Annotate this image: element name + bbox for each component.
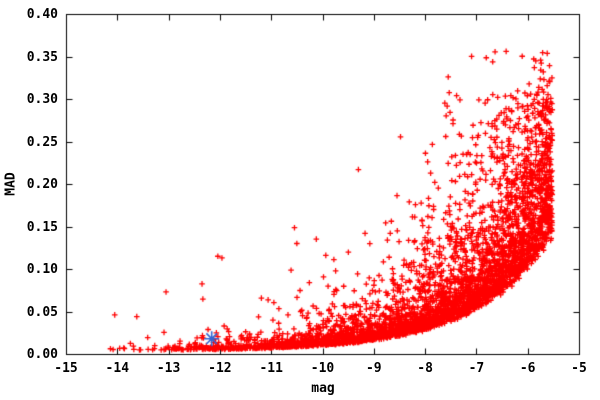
x-tick-label: -9	[365, 361, 382, 376]
x-tick-label: -6	[519, 361, 536, 376]
x-tick-label: -15	[54, 361, 78, 376]
y-tick-label: 0.00	[26, 347, 58, 362]
y-tick-label: 0.20	[26, 177, 58, 192]
x-tick-label: -11	[259, 361, 283, 376]
x-tick-label: -5	[571, 361, 587, 376]
x-tick-label: -7	[468, 361, 485, 376]
y-axis-label: MAD	[3, 172, 19, 196]
y-tick-label: 0.40	[26, 7, 58, 22]
y-tick-label: 0.05	[26, 304, 58, 320]
x-tick-label: -12	[208, 361, 232, 376]
y-tick-label: 0.25	[26, 134, 58, 150]
y-tick-label: 0.30	[26, 92, 58, 107]
x-axis-label: mag	[311, 381, 335, 396]
y-tick-label: 0.35	[26, 49, 58, 65]
y-tick-label: 0.15	[26, 219, 58, 235]
x-tick-label: -8	[417, 361, 433, 376]
x-tick-label: -10	[310, 361, 335, 376]
x-tick-label: -13	[156, 361, 181, 376]
x-tick-label: -14	[105, 361, 130, 376]
y-tick-label: 0.10	[26, 262, 58, 277]
